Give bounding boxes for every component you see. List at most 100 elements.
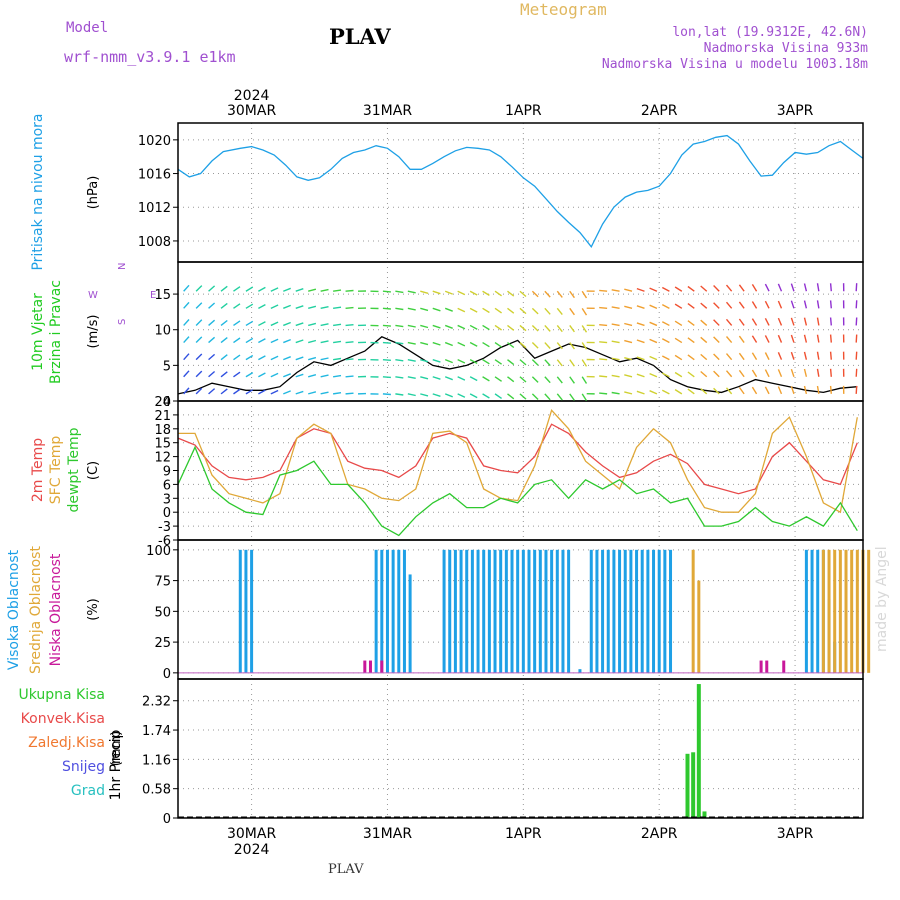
wind-arrow: [790, 300, 795, 309]
y-tick-label: 6: [163, 478, 171, 493]
wind-arrow: [283, 304, 291, 309]
station-title: PLAV: [329, 24, 391, 49]
y-unit-label: (hPa): [86, 176, 101, 210]
precip-bar: [696, 684, 701, 818]
cloud-bar: [601, 549, 605, 673]
cloud-bar: [442, 549, 446, 673]
wind-arrow: [469, 324, 478, 330]
wind-arrow: [320, 357, 329, 361]
wind-arrow: [829, 385, 832, 394]
wind-arrow: [636, 390, 645, 395]
wind-arrow: [713, 370, 720, 378]
precip-legend-item: Konvek.Kisa: [21, 711, 105, 727]
wind-arrow: [507, 290, 515, 297]
wind-arrow: [444, 393, 453, 398]
cloud-bar: [487, 549, 491, 673]
wind-arrow: [661, 389, 670, 395]
wind-arrow: [556, 359, 563, 367]
wind-arrow: [790, 317, 795, 326]
wind-arrow: [183, 301, 190, 309]
wind-arrow: [713, 302, 720, 309]
y-tick-label: 50: [154, 605, 171, 620]
wind-arrow: [624, 322, 633, 327]
wind-arrow: [320, 306, 329, 310]
wind-arrow: [407, 290, 416, 294]
precip-legend-item: Grad: [71, 783, 105, 799]
wind-arrow: [220, 319, 228, 326]
wind-arrow: [636, 287, 645, 292]
panel-pressure: 1008 1012 1016 1020 (hPa): [86, 122, 864, 263]
wind-arrow: [687, 388, 695, 395]
x-tick-label-top: 1APR: [505, 103, 542, 119]
y-tick-label: 3: [163, 492, 171, 507]
wind-arrow: [764, 352, 770, 360]
wind-arrow: [790, 386, 795, 395]
wind-arrow: [777, 283, 783, 292]
wind-arrow: [713, 285, 720, 292]
wind-arrow: [432, 393, 441, 397]
precip-legend-item: Zaledj.Kisa: [28, 735, 105, 751]
wind-arrow: [687, 371, 695, 378]
y-tick-label: 75: [154, 575, 171, 590]
precip-legend-item: Ukupna Kisa: [18, 687, 105, 703]
wind-arrow: [432, 290, 441, 295]
cloud-bar: [368, 660, 372, 673]
cloud-bar: [640, 549, 644, 673]
wind-arrow: [245, 354, 254, 361]
wind-compass: W E N S: [88, 263, 156, 325]
wind-arrow: [183, 387, 190, 395]
x-tick-label-top: 3APR: [777, 103, 814, 119]
wind-arrow: [308, 322, 317, 327]
wind-arrow: [333, 374, 342, 378]
wind-arrow: [790, 368, 795, 377]
wind-arrow: [420, 376, 429, 380]
cloud-bar: [493, 549, 497, 673]
wind-arrow: [270, 355, 279, 361]
cloud-bar: [567, 549, 571, 673]
wind-arrow: [751, 335, 758, 343]
wind-arrow: [738, 386, 745, 395]
wind-arrow: [395, 393, 404, 396]
y-tick-label: 0: [163, 506, 171, 521]
wind-arrow: [457, 376, 466, 381]
wind-arrow: [457, 341, 466, 347]
wind-arrow: [345, 306, 354, 310]
wind-arrow: [420, 290, 429, 294]
wind-arrow: [444, 341, 453, 347]
wind-arrow: [777, 369, 783, 378]
cloud-bar: [363, 660, 367, 673]
wind-arrow: [195, 387, 203, 395]
wind-arrow: [790, 334, 795, 343]
wind-arrow: [713, 353, 720, 361]
wind-arrow: [764, 300, 770, 309]
wind-arrow: [333, 340, 342, 344]
wind-arrow: [407, 324, 416, 328]
y-unit-label: (m/s): [86, 315, 101, 349]
y-tick-label: 1.74: [142, 724, 171, 739]
wind-arrow: [320, 391, 329, 395]
wind-arrow: [661, 355, 670, 361]
cloud-bar: [476, 549, 480, 673]
wind-arrow: [233, 286, 241, 292]
y-tick-label: 2.32: [142, 695, 171, 710]
wind-arrow: [295, 339, 304, 344]
cloud-ylabel-low: Niska Oblacnost: [48, 553, 64, 666]
wind-arrow: [569, 325, 575, 333]
wind-arrow: [544, 342, 551, 349]
y-tick-label: 0.58: [142, 783, 171, 798]
wind-arrow: [507, 376, 515, 383]
wind-arrow: [420, 307, 429, 312]
y-tick-label: 1016: [138, 168, 171, 183]
wind-arrow: [531, 290, 539, 298]
wind-arrow: [183, 284, 190, 292]
temp-ylabel-2m: 2m Temp: [30, 438, 46, 502]
y-unit-label: (C): [86, 461, 101, 480]
y-tick-label: 0: [163, 667, 171, 682]
wind-arrow: [674, 303, 683, 309]
wind-arrow: [183, 370, 190, 378]
cloud-bar: [550, 549, 554, 673]
wind-arrow: [482, 290, 490, 296]
wind-arrow: [725, 284, 733, 292]
wind-arrow: [432, 358, 441, 363]
wind-arrow: [295, 288, 304, 292]
